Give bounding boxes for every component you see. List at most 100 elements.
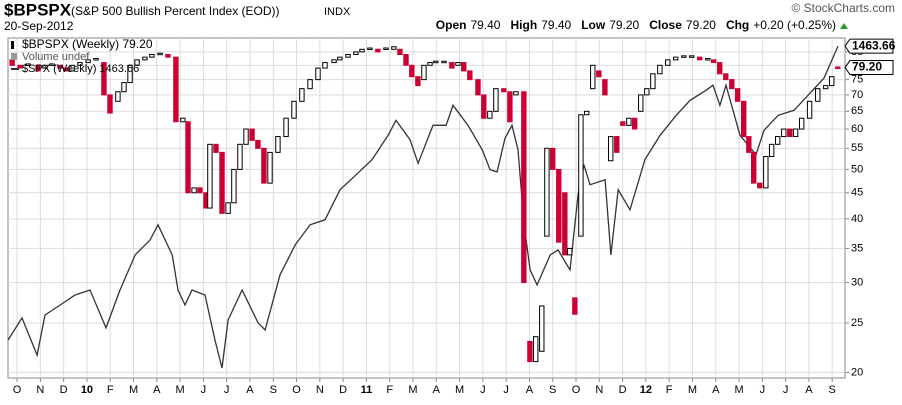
x-tick-label: F xyxy=(386,384,393,396)
legend-swatch xyxy=(11,41,14,49)
candle xyxy=(353,51,359,56)
candle xyxy=(787,128,793,138)
candle xyxy=(157,52,163,56)
x-tick-label: D xyxy=(339,384,347,396)
candle xyxy=(307,79,313,90)
x-tick-label: J xyxy=(224,384,230,396)
candle xyxy=(165,54,171,58)
candle xyxy=(243,128,249,145)
candle xyxy=(213,143,219,153)
price-tag xyxy=(844,60,894,76)
candle xyxy=(657,64,663,75)
candle xyxy=(441,60,447,64)
x-tick-label: J xyxy=(201,384,207,396)
candle xyxy=(69,64,75,72)
candle xyxy=(487,110,493,119)
candle xyxy=(275,136,281,153)
candle xyxy=(590,64,596,90)
x-tick-label: 12 xyxy=(640,384,652,396)
x-tick-label: A xyxy=(153,384,161,396)
candle xyxy=(149,54,155,58)
quote-value: 79.40 xyxy=(541,18,571,32)
x-tick-label: D xyxy=(60,384,68,396)
candle xyxy=(596,70,602,78)
candle xyxy=(461,62,467,72)
candle xyxy=(127,64,133,84)
candle xyxy=(261,147,267,184)
candle xyxy=(501,88,507,93)
candle xyxy=(556,168,562,243)
candle xyxy=(9,59,15,66)
candle xyxy=(63,67,69,72)
x-tick-label: O xyxy=(292,384,301,396)
candle xyxy=(403,54,409,66)
candle xyxy=(331,59,337,64)
candle xyxy=(299,88,305,102)
candle xyxy=(283,117,289,138)
x-tick-label: 11 xyxy=(361,384,373,396)
candle xyxy=(93,58,99,61)
y-tick-label: 20 xyxy=(851,366,863,378)
x-tick-label: M xyxy=(455,384,464,396)
candle xyxy=(696,56,703,61)
x-tick-label: N xyxy=(316,384,324,396)
candle xyxy=(57,64,63,69)
quote-label: Low xyxy=(581,18,606,32)
legend-entry: Volume undef xyxy=(22,51,90,63)
candle xyxy=(650,73,656,90)
candle xyxy=(533,336,539,363)
candle xyxy=(614,136,620,153)
candle xyxy=(433,60,439,64)
x-tick-label: N xyxy=(36,384,44,396)
candle xyxy=(237,143,243,170)
candle xyxy=(207,143,213,209)
candle xyxy=(829,76,835,87)
candle xyxy=(77,62,83,66)
legend-entry: $BPSPX (Weekly) 79.20 xyxy=(22,37,153,51)
candle xyxy=(626,117,632,126)
x-tick-label: F xyxy=(666,384,673,396)
candle xyxy=(602,79,608,96)
candle xyxy=(49,63,55,66)
candle xyxy=(584,110,590,116)
quote: Open 79.40 High 79.40 Low 79.20 Close 79.20 Chg +… xyxy=(436,18,836,32)
spx-line xyxy=(7,45,839,369)
candle xyxy=(567,247,573,256)
candle xyxy=(467,70,473,81)
y-tick-label: 75 xyxy=(851,74,863,86)
x-tick-label: J xyxy=(783,384,789,396)
x-tick-label: J xyxy=(760,384,766,396)
candle xyxy=(729,79,735,90)
chart-title: $BPSPX xyxy=(4,0,72,19)
x-tick-label: M xyxy=(129,384,138,396)
x-tick-label: S xyxy=(829,384,836,396)
x-tick-label: M xyxy=(734,384,743,396)
quote-value: 79.40 xyxy=(470,18,500,32)
candle xyxy=(101,62,107,96)
x-tick-label: A xyxy=(712,384,720,396)
y-tick-label: 40 xyxy=(851,213,863,225)
candle xyxy=(521,91,527,284)
candle xyxy=(315,67,321,81)
candle xyxy=(142,56,148,61)
candle xyxy=(367,47,373,51)
candle xyxy=(180,117,186,123)
candle xyxy=(792,128,799,138)
candle xyxy=(493,88,499,112)
x-tick-label: A xyxy=(246,384,254,396)
candle xyxy=(723,73,729,81)
candle xyxy=(798,117,805,130)
candle xyxy=(85,59,91,64)
y-tick-label: 35 xyxy=(851,242,863,254)
x-tick-label: M xyxy=(408,384,417,396)
candle xyxy=(822,85,829,90)
x-tick-label: O xyxy=(572,384,581,396)
candle xyxy=(705,58,711,61)
candle xyxy=(539,305,545,352)
legend-swatch xyxy=(11,53,17,60)
candle xyxy=(632,117,638,130)
candle xyxy=(225,202,231,214)
y-tick-label: 60 xyxy=(851,123,863,135)
